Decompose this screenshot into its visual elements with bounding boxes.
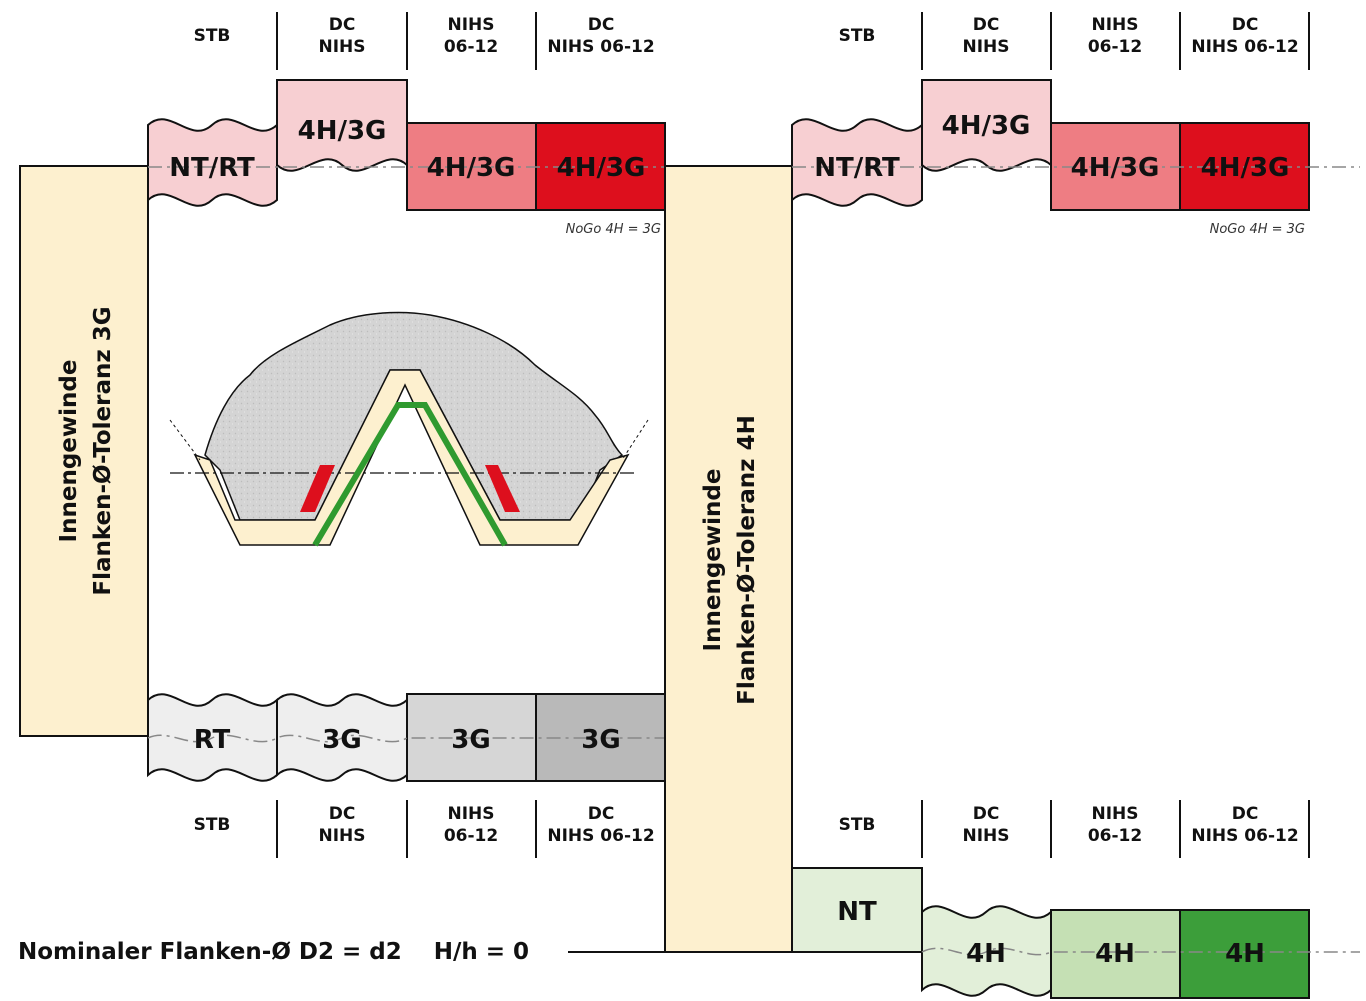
thread-illustration <box>169 311 649 547</box>
bottom-left-row: RT 3G 3G 3G <box>147 693 666 782</box>
middle-tolerance-bar <box>664 165 793 953</box>
header-nihs-0612: NIHS 06-12 <box>547 37 654 57</box>
thread-tolerance-band <box>193 369 630 546</box>
box-nihs-bottom <box>1050 909 1181 999</box>
label-4h3g: 4H/3G <box>427 153 516 183</box>
label-3g: 3G <box>322 725 361 755</box>
header-nihs: NIHS <box>962 37 1009 57</box>
header-dc: DC <box>588 15 615 35</box>
left-bar-label-line2: Flanken-Ø-Toleranz 3G <box>90 306 116 595</box>
flank-red-right <box>485 465 520 512</box>
header-nihs: NIHS <box>318 826 365 846</box>
label-rt: RT <box>194 725 231 755</box>
header-stb: STB <box>194 815 231 835</box>
label-4h3g: 4H/3G <box>1071 153 1160 183</box>
header-nihs: NIHS <box>447 15 494 35</box>
header-bottom-left: STB DC NIHS NIHS 06-12 DC NIHS 06-12 <box>194 800 655 858</box>
header-0612: 06-12 <box>1088 37 1142 57</box>
header-dc: DC <box>973 15 1000 35</box>
header-stb: STB <box>839 26 876 46</box>
header-nihs: NIHS <box>1091 15 1138 35</box>
label-3g: 3G <box>451 725 490 755</box>
left-bar-label-line1: Innengewinde <box>56 360 82 543</box>
header-nihs-0612: NIHS 06-12 <box>1191 826 1298 846</box>
middle-bar-label-line2: Flanken-Ø-Toleranz 4H <box>734 415 760 705</box>
flank-red-left <box>300 465 335 512</box>
nogo-note: NoGo 4H = 3G <box>1210 222 1305 237</box>
nominal-label: Nominaler Flanken-Ø D2 = d2 H/h = 0 <box>18 939 529 965</box>
header-0612: 06-12 <box>1088 826 1142 846</box>
label-nt: NT <box>837 897 877 927</box>
bottom-right-row: NT 4H 4H 4H <box>791 867 1360 999</box>
box-stb-top <box>791 118 923 207</box>
label-4h: 4H <box>1095 939 1135 969</box>
header-dc: DC <box>1232 15 1259 35</box>
left-tolerance-bar <box>19 165 149 737</box>
header-bottom-right: STB DC NIHS NIHS 06-12 DC NIHS 06-12 <box>839 800 1310 858</box>
label-4h3g: 4H/3G <box>298 116 387 146</box>
label-4h3g: 4H/3G <box>557 153 646 183</box>
label-4h: 4H <box>966 939 1006 969</box>
label-3g: 3G <box>581 725 620 755</box>
header-0612: 06-12 <box>444 826 498 846</box>
header-stb: STB <box>839 815 876 835</box>
header-nihs: NIHS <box>962 826 1009 846</box>
nogo-note: NoGo 4H = 3G <box>566 222 661 237</box>
label-ntrt: NT/RT <box>169 153 255 183</box>
header-dc: DC <box>973 804 1000 824</box>
label-4h: 4H <box>1225 939 1265 969</box>
header-nihs: NIHS <box>1091 804 1138 824</box>
header-nihs-0612: NIHS 06-12 <box>1191 37 1298 57</box>
header-top-right: STB DC NIHS NIHS 06-12 DC NIHS 06-12 <box>839 12 1310 70</box>
header-stb: STB <box>194 26 231 46</box>
box-dcnihs-bottom <box>1179 909 1310 999</box>
label-4h3g: 4H/3G <box>1201 153 1290 183</box>
box-dc-top <box>276 79 408 172</box>
label-ntrt: NT/RT <box>814 153 900 183</box>
box-stb-top <box>147 118 278 207</box>
header-dc: DC <box>588 804 615 824</box>
top-right-row: NT/RT 4H/3G 4H/3G 4H/3G NoGo 4H = 3G <box>791 79 1360 237</box>
header-dc: DC <box>1232 804 1259 824</box>
box-dc-top <box>921 79 1052 172</box>
flank-green <box>312 402 508 547</box>
middle-bar-label-line1: Innengewinde <box>700 469 726 652</box>
header-dc: DC <box>329 804 356 824</box>
header-nihs-0612: NIHS 06-12 <box>547 826 654 846</box>
label-4h3g: 4H/3G <box>942 111 1031 141</box>
header-nihs: NIHS <box>318 37 365 57</box>
header-0612: 06-12 <box>444 37 498 57</box>
header-dc: DC <box>329 15 356 35</box>
nut-body <box>204 311 624 521</box>
header-top-left: STB DC NIHS NIHS 06-12 DC NIHS 06-12 <box>194 12 655 70</box>
header-nihs: NIHS <box>447 804 494 824</box>
top-left-row: NT/RT 4H/3G 4H/3G 4H/3G NoGo 4H = 3G <box>147 79 666 237</box>
